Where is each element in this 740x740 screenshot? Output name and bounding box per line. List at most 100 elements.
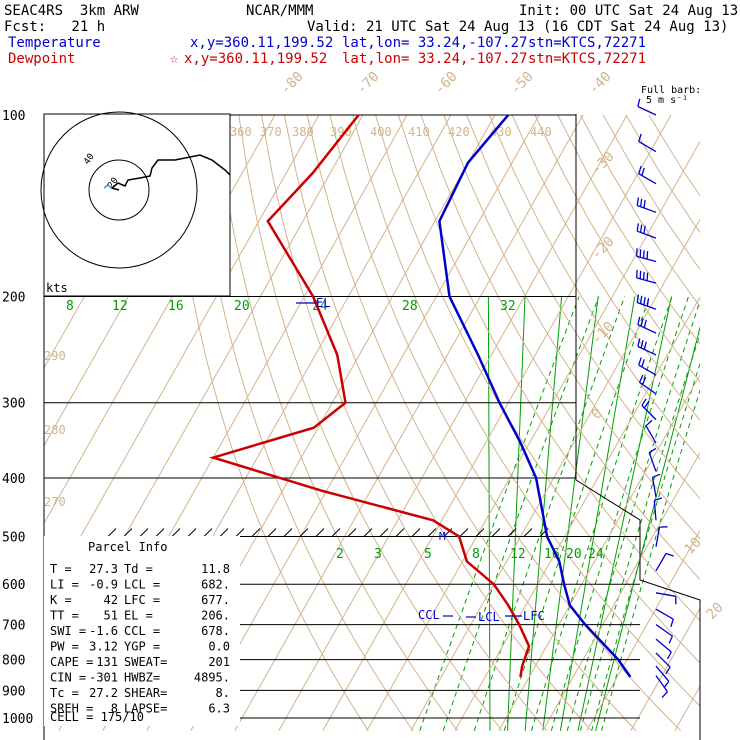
parcel-cell: CELL = 175/10 [50,710,144,724]
trop-hatch [459,528,469,537]
init-time: Init: 00 UTC Sat 24 Aug 13 [519,3,739,19]
dry-adiabat [215,114,459,732]
mixing-ratio-label-lower: 2 [336,547,344,562]
parcel-row-value-left: 27.2 [89,686,118,700]
parcel-row-value-right: 677. [201,593,230,607]
wind-barb-flag [670,618,674,628]
wind-barb-staff [655,665,670,682]
mixing-ratio-label-lower: 3 [374,547,382,562]
dry-adiabat [352,114,700,732]
wind-barb-flag [661,691,668,699]
pressure-label-300: 300 [2,397,25,412]
parcel-info-box: Parcel Info T = 27.3 Td = 11.8 LI = -0.9 LCL =… [44,536,240,726]
mixing-ratio-label-upper: 8 [66,299,74,314]
wind-barb-staff [653,500,657,521]
parcel-row-label-left: T = [50,562,72,576]
wind-barb-flag [642,271,645,280]
wind-barb-flag [646,251,649,260]
parcel-row-label-right: CCL = [124,624,160,638]
lfc-label: LFC [523,609,545,623]
wind-barb-flag [645,419,653,427]
dry-adiabat [443,114,700,732]
hodograph-frame [43,113,231,297]
legend-dewpoint-stn: stn=KTCS,72271 [528,51,647,67]
theta-label: 400 [370,125,392,139]
wind-barb-flag [646,272,649,281]
barb-note-line2: 5 m s⁻¹ [646,95,689,106]
dry-adiabat [511,114,700,732]
theta-label: 410 [408,125,430,139]
wind-barb-flag [666,651,672,660]
trop-hatch [187,528,197,537]
parcel-row-label-left: CIN = [50,671,86,685]
parcel-row-value-right: 8. [216,686,230,700]
parcel-info-bg [44,536,240,726]
isotherm [454,114,700,732]
mixing-ratio-line [550,296,689,731]
wind-barb-flag [641,359,645,368]
parcel-row-label-right: Td = [124,562,153,576]
moist-adiabat [559,296,636,731]
theta-label: 370 [260,125,282,139]
legend-dewpoint-xy: x,y=360.11,199.52 [184,51,328,67]
legend-dewpoint-label: Dewpoint [8,51,76,67]
isotherm [498,114,700,732]
parcel-row-label-left: LI = [50,578,79,592]
parcel-row-value-right: 4895. [194,671,230,685]
parcel-row-value-right: 206. [201,609,230,623]
isotherm [322,114,672,732]
wind-barb-flag [654,497,663,502]
hodograph-storm-motion [103,184,113,190]
dry-adiabat [488,114,700,732]
parcel-row-label-right: LAPSE= [124,702,167,716]
el-label: EL [316,296,330,310]
trop-hatch [523,528,533,537]
wind-barb-flag [639,198,643,207]
moist-adiabat [524,296,563,731]
mixing-ratio-label-lower: 20 [566,547,582,562]
parcel-row-label-right: SHEAR= [124,686,167,700]
dry-adiabat [261,114,548,732]
theta-label: 360 [230,125,252,139]
trop-hatch [363,528,373,537]
m-label: M [439,530,446,543]
isotherm-label: -40 [586,69,615,98]
mixing-ratio-line [566,296,700,731]
wind-barb-flag [643,296,646,305]
mixing-ratio-lines [419,296,700,731]
wind-barb-staff [648,452,657,472]
legend-temperature-xy: x,y=360.11,199.52 [190,35,334,51]
wind-barb-staff [645,425,657,444]
parcel-row-label-right: LCL = [124,578,160,592]
wind-barb-staff [655,675,669,693]
parcel-row-label-right: HWBZ= [124,671,160,685]
wind-barb-flag [637,98,641,107]
isotherm-label: 10 [682,535,705,558]
isotherm-label: -10 [589,319,618,348]
mixing-ratio-label-lower: 16 [544,547,560,562]
trop-hatch [251,528,261,537]
hodograph-trace [110,154,231,191]
trop-hatch [379,528,389,537]
wind-barb-flag [638,133,642,142]
trop-hatch [411,528,421,537]
wind-barb-flag [636,197,640,206]
wind-barb-flag [652,473,661,478]
dry-adiabat [420,114,700,732]
wind-barb-flag [640,340,644,349]
pressure-label-600: 600 [2,578,25,593]
pressure-label-200: 200 [2,291,25,306]
parcel-row-label-right: SWEAT= [124,655,167,669]
dry-adiabat [466,114,700,732]
pressure-label-500: 500 [2,530,25,545]
mixing-ratio-line [601,296,700,731]
wind-barb-flag [643,225,646,234]
mixing-ratio-label-upper: 32 [500,299,516,314]
wind-barb-flag [639,374,644,383]
parcel-info-title: Parcel Info [88,540,167,554]
wind-barb-flag [638,165,642,174]
center-title: NCAR/MMM [246,3,314,19]
isotherm [719,115,740,731]
theta-label: 420 [448,125,470,139]
